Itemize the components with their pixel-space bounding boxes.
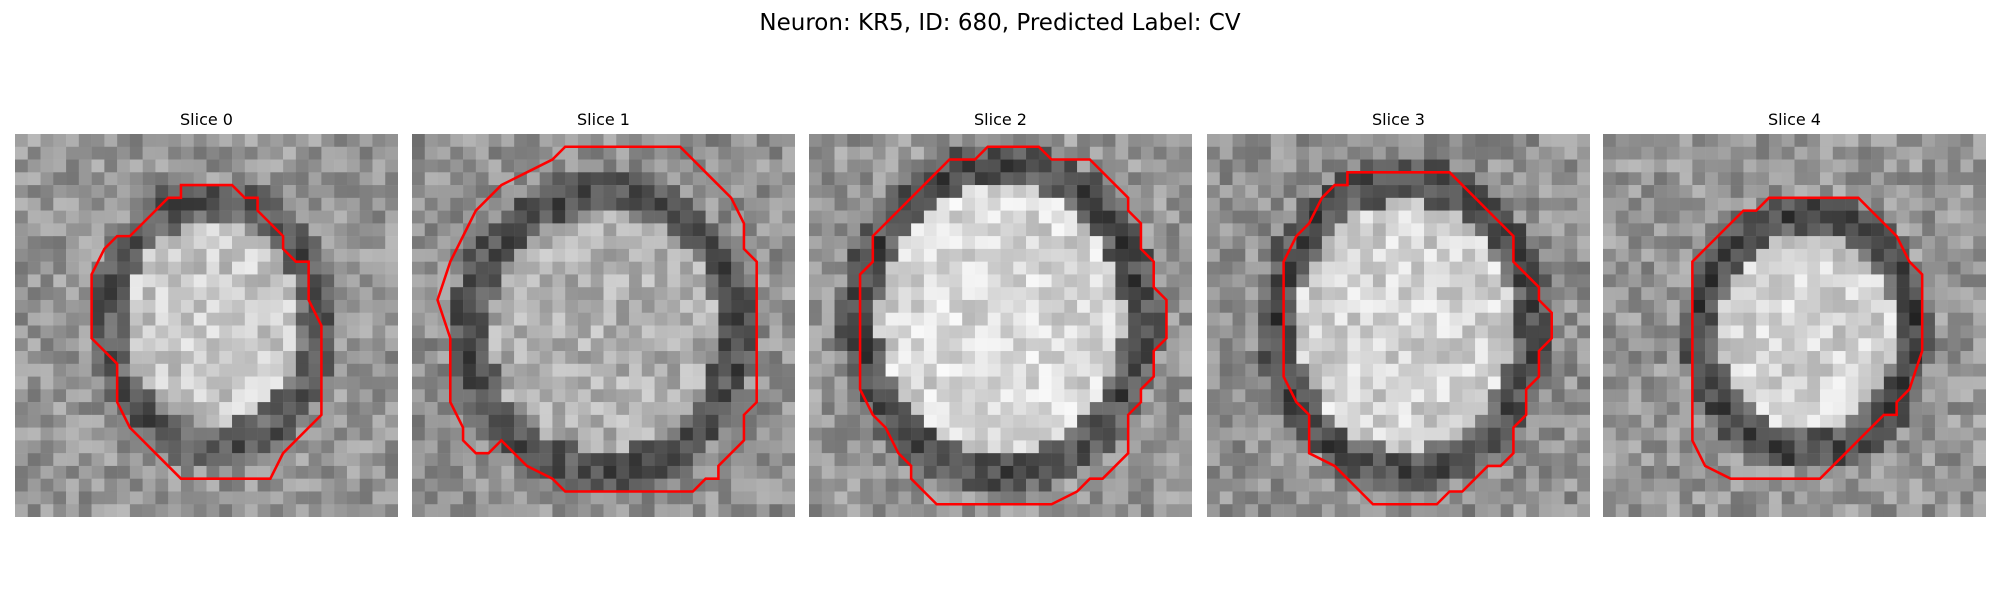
slice-panel-3: Slice 3 bbox=[1207, 100, 1590, 522]
slice-panel-4: Slice 4 bbox=[1603, 100, 1986, 522]
pixel-texture bbox=[1207, 134, 1590, 517]
slice-title: Slice 4 bbox=[1768, 110, 1821, 129]
figure-title: Neuron: KR5, ID: 680, Predicted Label: C… bbox=[759, 10, 1241, 36]
segmentation-outline bbox=[1282, 171, 1553, 506]
pixel-texture bbox=[15, 134, 398, 517]
micrograph-image bbox=[412, 134, 795, 517]
slice-panel-0: Slice 0 bbox=[15, 100, 398, 522]
segmentation-outline bbox=[90, 183, 323, 480]
pixel-texture bbox=[809, 134, 1192, 517]
pixel-texture bbox=[1603, 134, 1986, 517]
segmentation-outline bbox=[1691, 196, 1924, 480]
slice-title: Slice 1 bbox=[577, 110, 630, 129]
micrograph-image bbox=[1207, 134, 1590, 517]
micrograph-image bbox=[809, 134, 1192, 517]
micrograph-image bbox=[1603, 134, 1986, 517]
segmentation-outline bbox=[858, 145, 1168, 506]
pixel-texture bbox=[412, 134, 795, 517]
slice-panel-2: Slice 2 bbox=[809, 100, 1192, 522]
slice-title: Slice 0 bbox=[180, 110, 233, 129]
slice-title: Slice 2 bbox=[974, 110, 1027, 129]
slice-title: Slice 3 bbox=[1372, 110, 1425, 129]
micrograph-image bbox=[15, 134, 398, 517]
slice-panel-1: Slice 1 bbox=[412, 100, 795, 522]
segmentation-outline bbox=[436, 145, 758, 493]
